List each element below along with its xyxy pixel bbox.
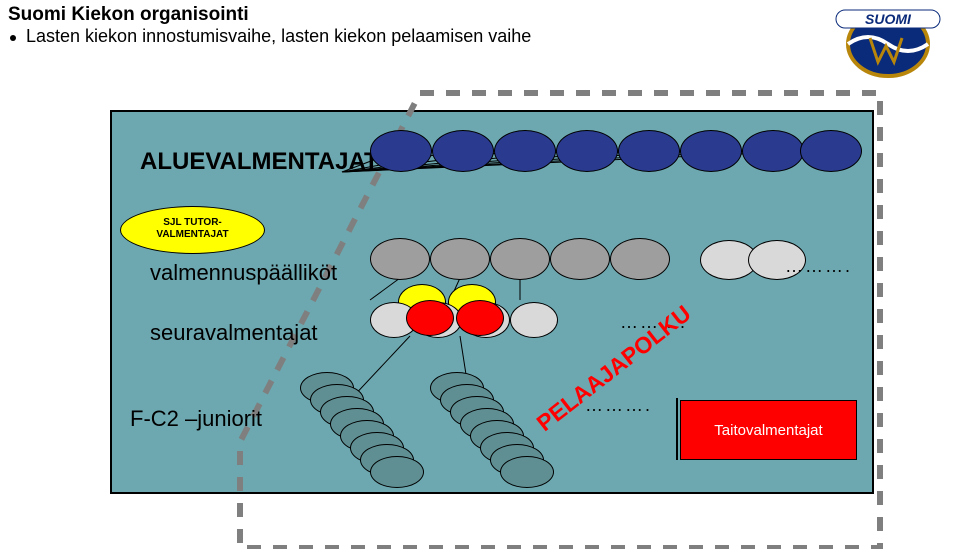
alue-ellipse-2: [494, 130, 556, 172]
alue-label: ALUEVALMENTAJAT: [140, 148, 379, 176]
alue-ellipse-3: [556, 130, 618, 172]
valm-ellipse-0: [370, 238, 430, 280]
valm-label: valmennuspäälliköt: [150, 260, 337, 286]
dots-1: ……….: [785, 256, 852, 277]
bullet-icon: [10, 35, 16, 41]
taito-line: [676, 398, 678, 460]
seura-grey-3: [510, 302, 558, 338]
alue-ellipse-5: [680, 130, 742, 172]
alue-ellipse-1: [432, 130, 494, 172]
tutor-line2: VALMENTAJAT: [156, 229, 228, 240]
alue-ellipse-6: [742, 130, 804, 172]
alue-ellipse-4: [618, 130, 680, 172]
alue-ellipse-7: [800, 130, 862, 172]
slide-subtitle: Lasten kiekon innostumisvaihe, lasten ki…: [26, 26, 531, 47]
valm-ellipse-4: [610, 238, 670, 280]
valm-ellipse-2: [490, 238, 550, 280]
svg-text:SUOMI: SUOMI: [865, 11, 912, 27]
seura-red-0: [406, 300, 454, 336]
valm-ellipse-1: [430, 238, 490, 280]
tutor-line1: SJL TUTOR-: [163, 217, 222, 228]
slide-title: Suomi Kiekon organisointi: [8, 4, 249, 26]
suomi-logo: SUOMI: [818, 2, 958, 80]
seura-label: seuravalmentajat: [150, 320, 318, 346]
taito-label: Taitovalmentajat: [714, 422, 822, 439]
taito-box: Taitovalmentajat: [680, 400, 857, 460]
fc2-label: F-C2 –juniorit: [130, 406, 262, 432]
slide-root: SUOMI Suomi Kiekon organisointi Lasten k…: [0, 0, 960, 549]
junior-ellipse: [370, 456, 424, 488]
seura-red-1: [456, 300, 504, 336]
valm-ellipse-3: [550, 238, 610, 280]
tutor-ellipse: SJL TUTOR- VALMENTAJAT: [120, 206, 265, 254]
alue-ellipse-0: [370, 130, 432, 172]
junior-ellipse: [500, 456, 554, 488]
